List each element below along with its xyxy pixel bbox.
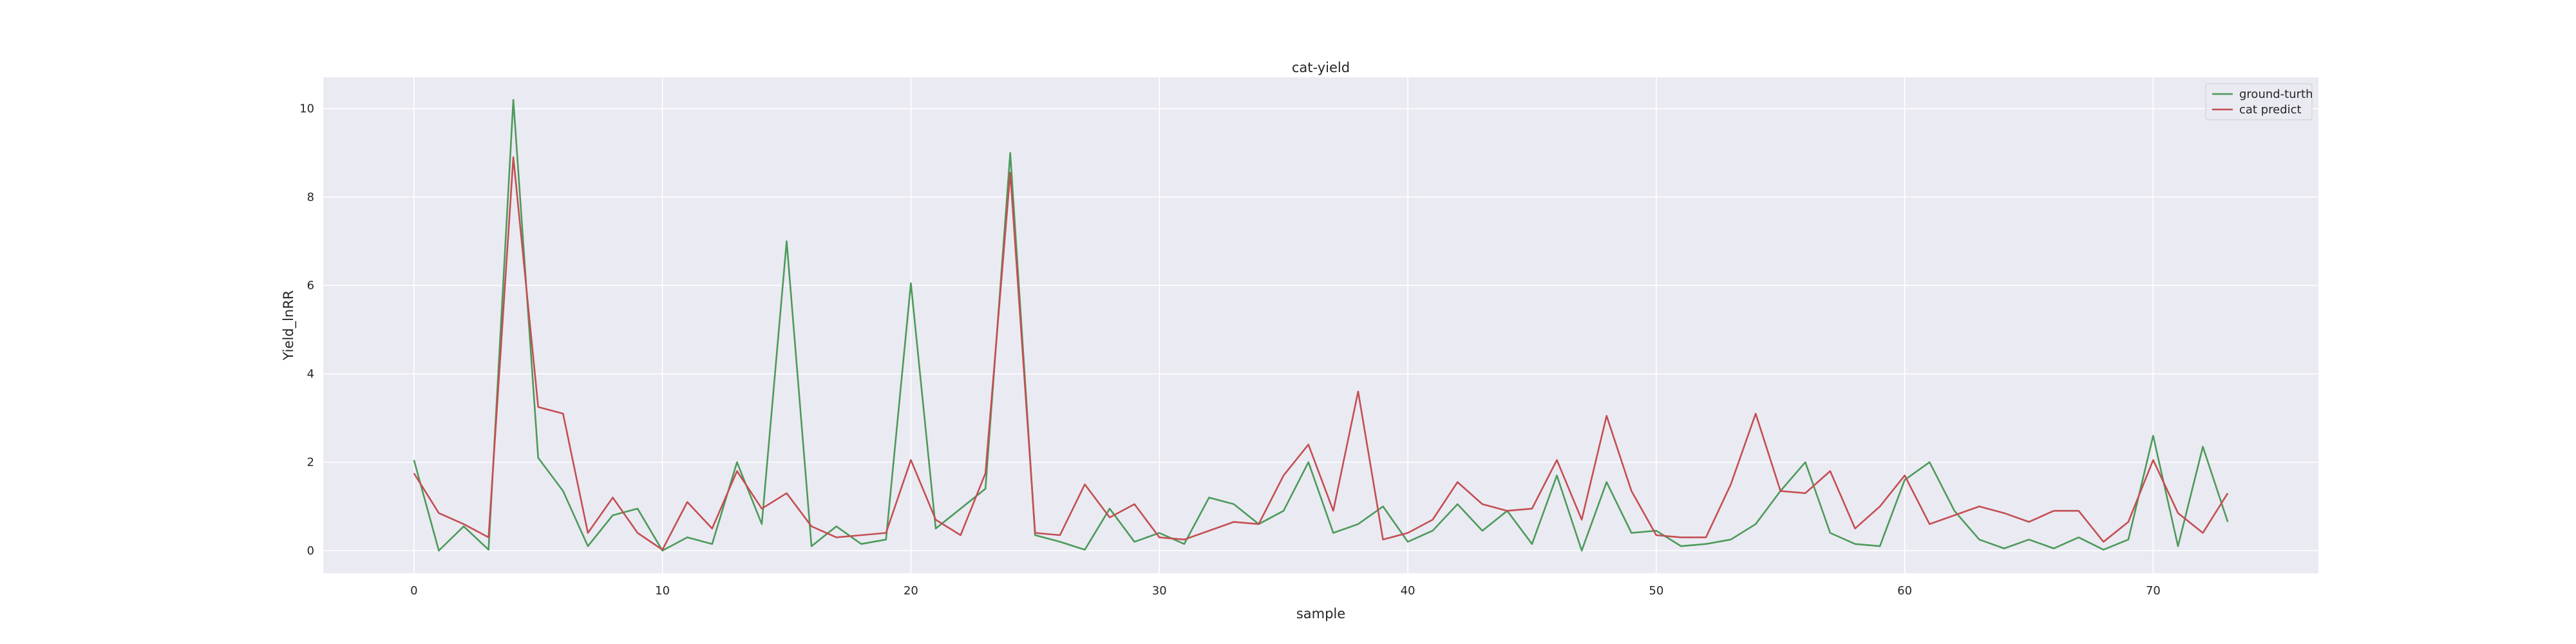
y-tick-label: 4 <box>307 367 314 381</box>
y-axis-label: Yield_lnRR <box>281 290 297 361</box>
legend-box <box>2205 83 2313 120</box>
y-tick-label: 8 <box>307 191 314 204</box>
series-line-cat-predict <box>413 156 2229 551</box>
legend: ground-turth cat predict <box>2205 83 2313 120</box>
y-tick-label: 2 <box>307 456 314 469</box>
chart-title: cat-yield <box>1292 60 1350 75</box>
x-tick-label: 0 <box>410 584 417 598</box>
x-tick-label: 20 <box>904 584 918 598</box>
legend-label: cat predict <box>2239 103 2302 117</box>
x-tick-label: 30 <box>1152 584 1167 598</box>
y-tick-label: 0 <box>307 544 314 558</box>
y-tick-label: 6 <box>307 279 314 292</box>
y-axis-ticks: 0 2 4 6 8 10 <box>299 102 314 558</box>
x-tick-label: 50 <box>1649 584 1663 598</box>
x-tick-label: 60 <box>1897 584 1912 598</box>
series-lines <box>413 99 2229 552</box>
x-axis-label: sample <box>1296 606 1345 621</box>
x-tick-label: 40 <box>1401 584 1416 598</box>
x-tick-label: 10 <box>655 584 670 598</box>
x-tick-label: 70 <box>2146 584 2161 598</box>
series-line-ground-truth <box>413 99 2229 552</box>
x-axis-ticks: 0 10 20 30 40 50 60 70 <box>410 584 2161 598</box>
y-tick-label: 10 <box>299 102 314 116</box>
legend-label: ground-turth <box>2239 88 2313 101</box>
grid-lines <box>323 77 2318 573</box>
plot-area <box>323 77 2318 573</box>
